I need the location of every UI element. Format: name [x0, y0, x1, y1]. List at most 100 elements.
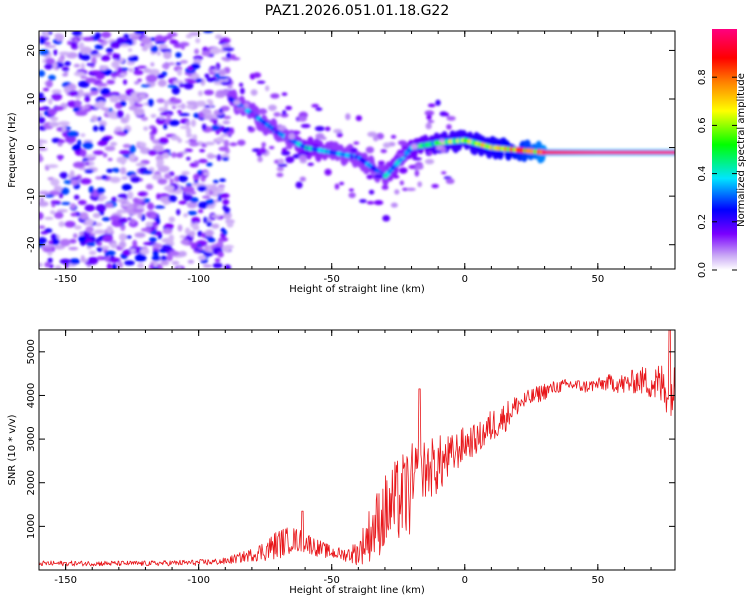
spectrogram-noise-cell — [39, 139, 45, 144]
spectrogram-noise-cell — [223, 139, 230, 148]
spectrogram-noise-cell — [64, 220, 76, 228]
spectrogram-noise-cell — [235, 107, 246, 112]
spectrogram-noise-cell — [333, 128, 343, 134]
spectrogram-noise-cell — [373, 173, 384, 179]
spectrogram-noise-cell — [128, 67, 134, 73]
spectrogram-y-tick-label: 0 — [26, 144, 37, 150]
spectrogram-noise-cell — [109, 141, 118, 146]
spectrogram-noise-cell — [134, 232, 146, 238]
spectrogram-noise-cell — [321, 136, 327, 140]
spectrogram-noise-cell — [187, 80, 197, 84]
spectrogram-noise-cell — [154, 41, 166, 45]
spectrogram-noise-cell — [175, 62, 182, 66]
spectrogram-noise-cell — [141, 36, 152, 45]
spectrogram-noise-cell — [182, 194, 193, 202]
spectrogram-noise-cell — [439, 138, 445, 143]
spectrogram-noise-cell — [177, 109, 182, 114]
spectrogram-noise-cell — [39, 107, 46, 111]
spectrogram-noise-cell — [61, 201, 71, 206]
spectrogram-noise-cell — [350, 147, 358, 154]
spectrogram-noise-cell — [226, 52, 232, 60]
spectrogram-noise-cell — [229, 142, 238, 147]
spectrogram-noise-cell — [106, 225, 113, 234]
spectrogram-noise-cell — [187, 259, 195, 264]
spectrogram-noise-cell — [247, 126, 253, 130]
spectrogram-noise-cell — [46, 164, 59, 169]
spectrogram-noise-cell — [59, 238, 71, 247]
spectrogram-noise-cell — [104, 145, 116, 152]
spectrogram-noise-cell — [280, 113, 289, 118]
spectrogram-noise-cell — [91, 115, 98, 122]
spectrogram-noise-cell — [258, 108, 268, 115]
spectrogram-noise-cell — [167, 32, 178, 37]
spectrogram-noise-cell — [94, 44, 104, 50]
spectrogram-noise-cell — [366, 174, 374, 180]
spectrogram-noise-cell — [43, 31, 49, 38]
spectrogram-noise-cell — [206, 154, 219, 158]
spectrogram-noise-cell — [197, 185, 208, 192]
spectrogram-noise-cell — [382, 214, 391, 222]
spectrogram-noise-cell — [145, 183, 154, 190]
spectrogram-noise-cell — [143, 68, 152, 74]
spectrogram-noise-cell — [415, 164, 424, 170]
spectrogram-noise-cell — [92, 125, 99, 132]
spectrogram-noise-cell — [110, 73, 118, 78]
spectrogram-noise-cell — [48, 98, 53, 105]
spectrogram-noise-cell — [206, 221, 213, 227]
spectrogram-noise-cell — [163, 35, 173, 40]
spectrogram-noise-cell — [152, 249, 159, 257]
spectrogram-noise-cell — [219, 186, 225, 193]
spectrogram-noise-cell — [120, 166, 127, 175]
spectrogram-noise-cell — [128, 105, 138, 111]
spectrogram-noise-cell — [336, 132, 343, 138]
spectrogram-noise-cell — [140, 116, 149, 121]
spectrogram-noise-cell — [193, 112, 200, 119]
spectrogram-noise-cell — [66, 130, 78, 138]
spectrogram-noise-cell — [39, 262, 43, 268]
spectrogram-noise-cell — [117, 66, 122, 75]
spectrogram-noise-cell — [98, 197, 105, 202]
spectrogram-noise-cell — [257, 156, 263, 163]
snr-frame — [38, 329, 676, 571]
spectrogram-noise-cell — [45, 80, 53, 88]
spectrogram-noise-cell — [298, 154, 307, 161]
spectrogram-noise-cell — [97, 241, 103, 247]
spectrogram-noise-cell — [99, 87, 111, 96]
spectrogram-noise-cell — [95, 176, 103, 180]
spectrogram-noise-cell — [48, 190, 61, 196]
spectrogram-noise-cell — [95, 204, 107, 212]
spectrogram-noise-cell — [39, 143, 44, 147]
spectrogram-noise-cell — [82, 36, 95, 42]
spectrogram-noise-cell — [78, 88, 84, 97]
spectrogram-noise-cell — [39, 237, 47, 245]
snr-x-tick-label: 0 — [462, 575, 468, 586]
spectrogram-noise-cell — [172, 80, 184, 84]
spectrogram-noise-cell — [69, 170, 75, 177]
spectrogram-noise-cell — [186, 156, 191, 161]
spectrogram-noise-cell — [68, 90, 80, 97]
spectrogram-noise-cell — [299, 176, 306, 182]
spectrogram-noise-cell — [183, 82, 194, 90]
spectrogram-noise-cell — [156, 218, 161, 225]
spectrogram-noise-cell — [324, 168, 332, 176]
spectrogram-x-tick-label: 50 — [591, 274, 604, 285]
spectrogram-noise-cell — [138, 93, 147, 99]
spectrogram-noise-cell — [87, 256, 99, 265]
spectrogram-noise-cell — [42, 87, 50, 92]
spectrogram-noise-cell — [198, 209, 204, 214]
spectrogram-noise-cell — [86, 241, 96, 247]
spectrogram-noise-cell — [204, 245, 210, 253]
spectrogram-noise-cell — [121, 176, 128, 180]
spectrogram-noise-cell — [226, 221, 234, 228]
spectrogram-noise-cell — [99, 65, 108, 71]
spectrogram-noise-cell — [78, 80, 90, 88]
spectrogram-noise-cell — [70, 41, 78, 49]
spectrogram-noise-cell — [233, 99, 241, 106]
spectrogram-x-tick-label: -50 — [324, 274, 340, 285]
spectrogram-noise-cell — [185, 127, 192, 135]
spectrogram-noise-cell — [96, 187, 106, 194]
spectrogram-noise-cell — [141, 46, 148, 52]
spectrogram-noise-cell — [194, 48, 200, 55]
spectrogram-noise-cell — [42, 244, 53, 248]
spectrogram-noise-cell — [184, 148, 193, 153]
